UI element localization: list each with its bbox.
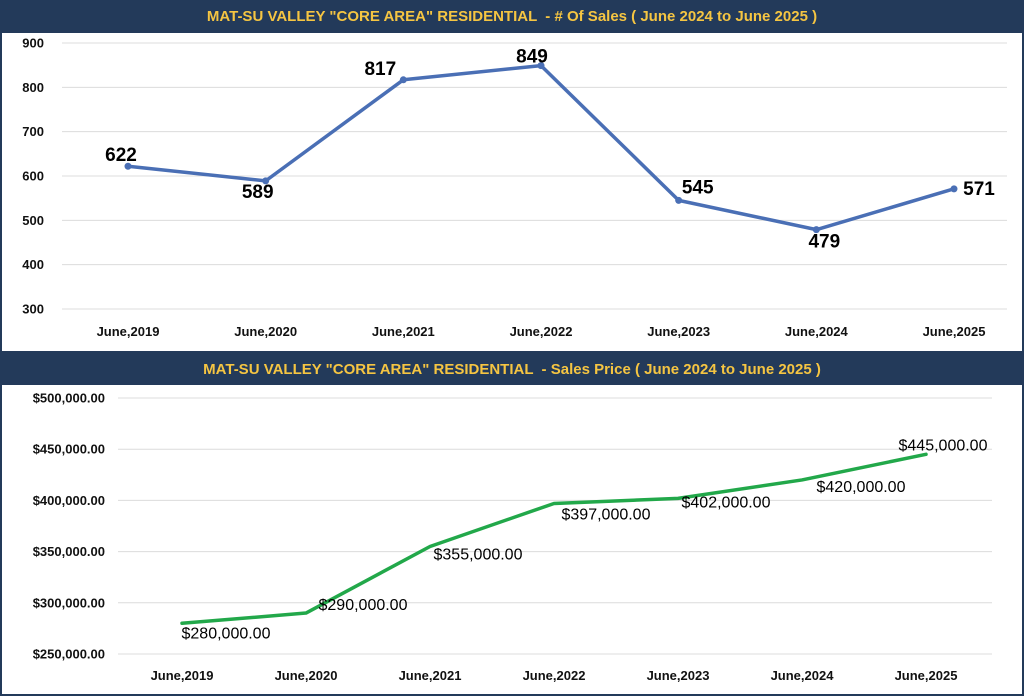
sales-price-y-tick-label: $300,000.00 — [33, 595, 105, 610]
sales-price-data-label: $355,000.00 — [434, 546, 523, 563]
sales-count-y-tick-label: 900 — [22, 36, 44, 51]
sales-count-data-point — [124, 162, 132, 170]
sales-price-x-tick-label: June,2023 — [647, 668, 710, 683]
sales-price-data-label: $280,000.00 — [182, 625, 271, 642]
sales-price-data-label: $420,000.00 — [817, 479, 906, 496]
sales-count-data-label: 479 — [808, 232, 840, 253]
sales-price-y-tick-label: $450,000.00 — [33, 442, 105, 457]
sales-count-data-label: 589 — [242, 182, 274, 203]
sales-count-y-tick-label: 500 — [22, 213, 44, 228]
sales-price-x-tick-label: June,2019 — [151, 668, 214, 683]
sales-count-data-label: 817 — [364, 59, 396, 80]
sales-count-x-tick-label: June,2022 — [510, 324, 573, 339]
sales-count-data-label: 571 — [963, 179, 995, 200]
sales-price-x-tick-label: June,2020 — [275, 668, 338, 683]
sales-count-chart: 300 400 500 600 700 800 900 June,2019 June,2020 J… — [22, 36, 1007, 339]
sales-count-y-tick-label: 700 — [22, 124, 44, 139]
sales-count-y-tick-label: 600 — [22, 169, 44, 184]
sales-count-x-tick-label: June,2023 — [647, 324, 710, 339]
sales-count-data-label: 622 — [105, 145, 137, 166]
sales-price-x-tick-label: June,2021 — [399, 668, 462, 683]
sales-price-y-tick-label: $400,000.00 — [33, 493, 105, 508]
sales-count-x-tick-label: June,2021 — [372, 324, 435, 339]
sales-count-data-label: 545 — [682, 177, 714, 198]
sales-price-panel: MAT-SU VALLEY "CORE AREA" RESIDENTIAL - … — [0, 353, 1024, 696]
sales-price-x-tick-label: June,2025 — [895, 668, 958, 683]
sales-count-data-label: 849 — [516, 47, 548, 68]
sales-count-x-tick-label: June,2020 — [234, 324, 297, 339]
sales-count-data-point — [812, 226, 820, 234]
sales-count-data-point — [675, 196, 683, 204]
sales-price-x-tick-label: June,2024 — [771, 668, 835, 683]
sales-count-data-point — [399, 76, 407, 84]
sales-price-series-line — [180, 452, 928, 626]
sales-price-data-label: $397,000.00 — [562, 506, 651, 523]
sales-count-data-point — [950, 185, 958, 193]
sales-count-x-tick-label: June,2019 — [97, 324, 160, 339]
sales-count-data-point — [262, 177, 270, 185]
sales-price-data-label: $402,000.00 — [682, 494, 771, 511]
sales-price-data-label: $445,000.00 — [899, 437, 988, 454]
sales-count-x-tick-label: June,2025 — [923, 324, 986, 339]
sales-count-y-tick-label: 300 — [22, 302, 44, 317]
sales-price-data-label: $290,000.00 — [319, 597, 408, 614]
sales-count-x-tick-label: June,2024 — [785, 324, 849, 339]
sales-count-series-line — [126, 63, 956, 232]
sales-count-chart-title: MAT-SU VALLEY "CORE AREA" RESIDENTIAL - … — [0, 0, 1024, 33]
sales-price-y-tick-label: $350,000.00 — [33, 544, 105, 559]
sales-price-x-tick-label: June,2022 — [523, 668, 586, 683]
sales-price-y-tick-label: $250,000.00 — [33, 647, 105, 662]
sales-count-panel: MAT-SU VALLEY "CORE AREA" RESIDENTIAL - … — [0, 0, 1024, 339]
sales-count-y-tick-label: 800 — [22, 80, 44, 95]
sales-price-chart: $250,000.00 $300,000.00 $350,000.00 $400,00… — [33, 391, 992, 683]
sales-price-y-tick-label: $500,000.00 — [33, 391, 105, 406]
sales-count-data-point — [537, 62, 545, 70]
sales-count-y-tick-label: 400 — [22, 257, 44, 272]
sales-price-chart-title: MAT-SU VALLEY "CORE AREA" RESIDENTIAL - … — [0, 353, 1024, 385]
